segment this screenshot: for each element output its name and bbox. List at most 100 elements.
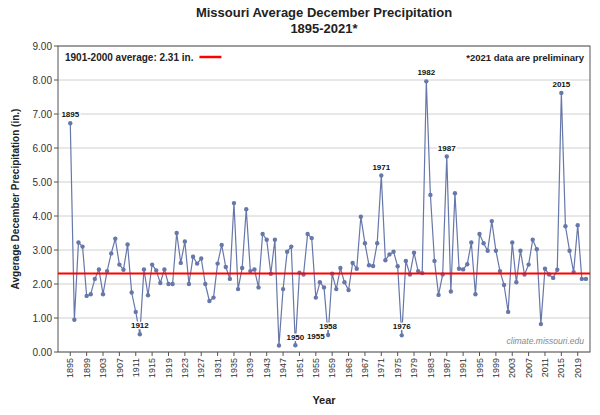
data-point (449, 289, 453, 293)
data-point (129, 290, 133, 294)
x-tick (528, 352, 529, 356)
x-tick-label: 1955 (311, 358, 321, 378)
data-point (567, 248, 571, 252)
data-point (125, 242, 129, 246)
data-point (453, 191, 457, 195)
data-point (477, 232, 481, 236)
grid-line (58, 216, 590, 217)
title-line: 1895-2021* (290, 21, 358, 36)
data-point (240, 266, 244, 270)
data-point (371, 264, 375, 268)
data-point (391, 250, 395, 254)
title-line: Missouri Average December Precipitation (196, 5, 452, 20)
data-point (244, 207, 248, 211)
data-group (58, 79, 590, 348)
data-point (326, 333, 330, 337)
data-point (387, 252, 391, 256)
x-tick (397, 352, 398, 356)
data-point (318, 280, 322, 284)
data-point (543, 267, 547, 271)
x-tick (512, 352, 513, 356)
x-tick (479, 352, 480, 356)
note: *2021 data are preliminary (466, 52, 584, 63)
x-tick-label: 1907 (115, 358, 125, 378)
data-point (195, 261, 199, 265)
x-tick (577, 352, 578, 356)
watermark: climate.missouri.edu (507, 336, 585, 346)
x-tick-label: 1939 (245, 358, 255, 378)
data-point (150, 262, 154, 266)
data-point (183, 239, 187, 243)
data-point (481, 241, 485, 245)
data-point (363, 241, 367, 245)
data-point (424, 79, 428, 83)
average-line (58, 272, 590, 274)
x-tick (86, 352, 87, 356)
x-tick (184, 352, 185, 356)
data-point (334, 287, 338, 291)
data-point (576, 223, 580, 227)
annotations: 1895191219501955195819711976198219872015 (61, 68, 570, 341)
x-tick-label: 2011 (540, 358, 550, 377)
y-tick (54, 148, 58, 149)
data-point (563, 224, 567, 228)
data-point (68, 121, 72, 125)
data-point (146, 293, 150, 297)
data-point (314, 295, 318, 299)
chart: Missouri Average December Precipitation1… (0, 0, 600, 415)
data-point (436, 293, 440, 297)
data-point (584, 277, 588, 281)
x-tick (414, 352, 415, 356)
data-point (179, 261, 183, 265)
data-point (465, 262, 469, 266)
data-point (473, 292, 477, 296)
data-point (101, 292, 105, 296)
data-point (490, 219, 494, 223)
x-tick-label: 1995 (475, 358, 485, 378)
x-tick (381, 352, 382, 356)
data-point (395, 264, 399, 268)
series-line (70, 81, 586, 345)
x-tick-label: 1911 (131, 358, 141, 377)
data-point (555, 268, 559, 272)
year-annotation: 1950 (286, 333, 304, 342)
data-point (138, 332, 142, 336)
data-point (84, 294, 88, 298)
data-point (166, 282, 170, 286)
data-point (207, 299, 211, 303)
data-point (469, 240, 473, 244)
data-point (379, 173, 383, 177)
data-point (506, 310, 510, 314)
year-annotation: 2015 (552, 80, 570, 89)
y-tick (54, 114, 58, 115)
x-tick-label: 1987 (442, 358, 452, 378)
x-tick (119, 352, 120, 356)
average-label: 1901-2000 average: 2.31 in. (65, 52, 194, 63)
y-tick-label: 7.00 (33, 109, 53, 120)
data-point (359, 214, 363, 218)
grid-line (58, 114, 590, 115)
data-point (224, 265, 228, 269)
data-point (285, 250, 289, 254)
x-tick (168, 352, 169, 356)
title: Missouri Average December Precipitation1… (196, 5, 452, 36)
x-tick-label: 1927 (196, 358, 206, 378)
x-tick-label: 1975 (393, 358, 403, 378)
data-point (121, 268, 125, 272)
data-point (191, 255, 195, 259)
y-tick-label: 1.00 (33, 313, 53, 324)
data-point (187, 282, 191, 286)
y-tick (54, 216, 58, 217)
data-point (134, 310, 138, 314)
data-point (404, 259, 408, 263)
x-tick (135, 352, 136, 356)
x-tick-label: 2003 (507, 358, 517, 378)
y-tick-label: 3.00 (33, 245, 53, 256)
x-tick-label: 1951 (295, 358, 305, 378)
data-point (80, 244, 84, 248)
data-point (559, 91, 563, 95)
year-annotation: 1976 (393, 322, 411, 331)
grid-line (58, 182, 590, 183)
y-tick (54, 250, 58, 251)
x-tick (233, 352, 234, 356)
